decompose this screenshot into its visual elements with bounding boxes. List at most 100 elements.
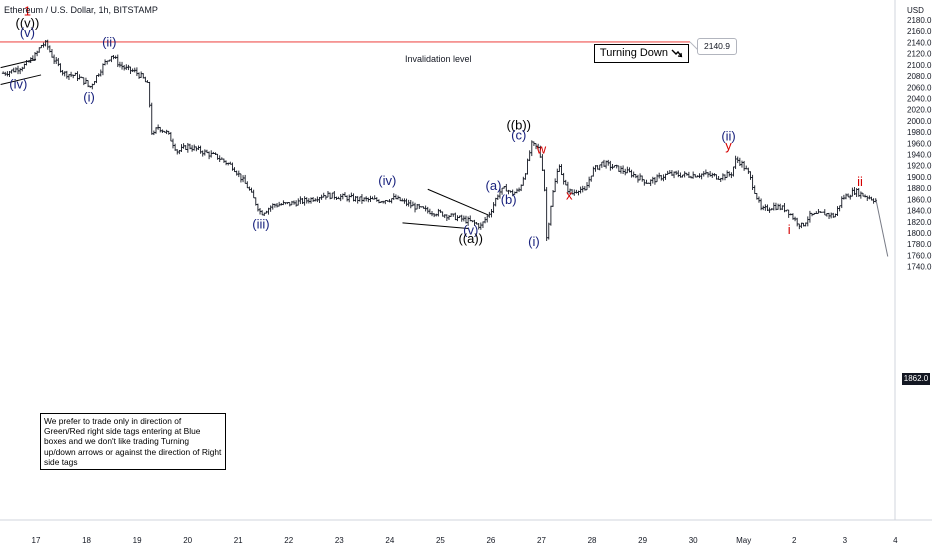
candle	[555, 168, 559, 184]
candle	[241, 175, 245, 183]
candle	[676, 170, 680, 178]
candle	[666, 170, 669, 175]
candle	[851, 187, 854, 197]
candle	[848, 194, 852, 200]
trading-note: We prefer to trade only in direction of …	[40, 413, 226, 471]
currency-label: USD	[907, 6, 924, 15]
candle	[727, 171, 731, 177]
wave-label: (iv)	[9, 76, 27, 91]
candle	[290, 200, 294, 206]
x-tick-label: 3	[843, 536, 848, 545]
x-tick-label: 21	[234, 536, 243, 545]
candle	[549, 205, 553, 226]
wave-label: x	[566, 187, 573, 202]
candle	[305, 197, 309, 204]
y-tick-label: 1960.0	[907, 139, 932, 148]
candle	[868, 195, 871, 200]
trend-line	[0, 74, 42, 85]
invalidation-label: Invalidation level	[405, 54, 472, 64]
wave-label: (v)	[463, 223, 478, 238]
y-tick-label: 2180.0	[907, 16, 932, 25]
candle	[101, 63, 105, 76]
candle	[76, 71, 79, 82]
price-axis[interactable]: 2180.0 2160.0 2140.0 2120.0 2100.0 2080.0 2060…	[907, 16, 932, 272]
candle	[316, 196, 319, 203]
trend-line	[427, 188, 489, 216]
y-tick-label: 2060.0	[907, 83, 932, 92]
candle	[829, 212, 833, 219]
candle	[171, 138, 175, 149]
candle	[256, 203, 260, 212]
candle	[757, 196, 761, 203]
candle	[662, 174, 665, 182]
time-axis[interactable]: 17 18 19 20 21 22 23 24 25 26 27 28 29 30 May 2 3 4	[32, 536, 899, 545]
candle	[192, 144, 196, 151]
candle	[347, 194, 351, 203]
candle	[239, 173, 243, 183]
candle	[736, 156, 740, 164]
candle	[530, 140, 534, 157]
candle	[522, 176, 525, 186]
candle	[57, 57, 60, 67]
candle	[426, 206, 430, 214]
candle	[545, 187, 548, 241]
candle	[732, 166, 735, 177]
candle	[795, 217, 799, 227]
candle	[180, 144, 183, 153]
candle	[135, 67, 139, 77]
wedge-trend-lines	[0, 58, 489, 230]
candle	[490, 209, 493, 218]
candle	[753, 185, 757, 194]
candle	[541, 154, 544, 171]
wave-label: (b)	[501, 192, 517, 207]
y-tick-label: 2120.0	[907, 50, 932, 59]
wave-label: (a)	[486, 178, 502, 193]
down-right-arrow-icon	[671, 49, 683, 58]
candle	[16, 65, 20, 75]
candle	[623, 168, 627, 176]
candle	[823, 209, 827, 216]
y-tick-label: 1860.0	[907, 195, 932, 204]
candle	[307, 198, 311, 204]
candle	[139, 71, 143, 78]
y-tick-label: 2080.0	[907, 72, 932, 81]
candle	[150, 102, 154, 135]
candle	[390, 198, 393, 204]
candle	[324, 195, 328, 200]
candle	[547, 222, 551, 240]
candle	[479, 222, 483, 230]
candle	[456, 215, 459, 222]
y-tick-label: 1900.0	[907, 173, 932, 182]
candle	[598, 164, 602, 171]
wave-label: ii	[857, 174, 863, 189]
candle	[343, 192, 347, 197]
candle	[35, 50, 39, 57]
candle	[190, 145, 194, 152]
candle	[103, 59, 107, 66]
candle	[235, 170, 238, 176]
candle	[299, 196, 302, 205]
candle	[600, 161, 604, 168]
candle	[683, 171, 686, 178]
candle	[611, 163, 614, 170]
candle	[46, 39, 50, 50]
candle	[834, 213, 837, 218]
candle	[579, 186, 582, 194]
x-tick-label: 17	[32, 536, 41, 545]
x-tick-label: 22	[284, 536, 293, 545]
candle	[203, 149, 207, 156]
wave-label: (ii)	[102, 34, 116, 49]
wave-label: (ii)	[721, 129, 735, 144]
candle	[872, 198, 875, 204]
candle	[260, 210, 264, 216]
candle	[330, 192, 334, 199]
candle	[165, 129, 168, 135]
candle	[630, 169, 633, 178]
candle	[772, 202, 776, 211]
candle	[118, 61, 122, 68]
candle	[505, 183, 508, 192]
candle	[350, 192, 353, 198]
candle	[787, 209, 790, 218]
y-tick-label: 1940.0	[907, 151, 932, 160]
